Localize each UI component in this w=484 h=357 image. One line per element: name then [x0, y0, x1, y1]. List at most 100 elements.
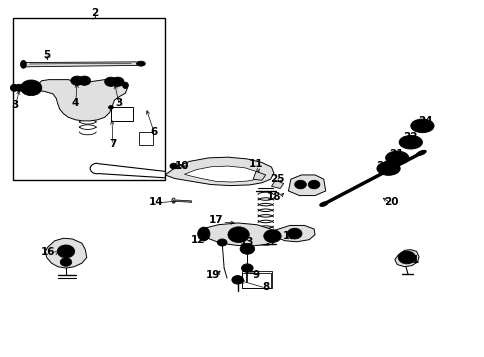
- Ellipse shape: [197, 227, 210, 241]
- Circle shape: [74, 78, 80, 83]
- Ellipse shape: [410, 119, 433, 133]
- Ellipse shape: [389, 154, 404, 162]
- Text: 2: 2: [91, 8, 98, 18]
- Circle shape: [111, 77, 124, 86]
- Circle shape: [81, 78, 88, 83]
- Circle shape: [60, 258, 72, 266]
- Ellipse shape: [136, 61, 145, 66]
- Circle shape: [24, 83, 38, 93]
- Ellipse shape: [403, 138, 417, 146]
- Ellipse shape: [406, 140, 414, 144]
- Ellipse shape: [376, 162, 399, 175]
- Ellipse shape: [20, 60, 26, 68]
- Circle shape: [420, 125, 424, 127]
- Ellipse shape: [319, 202, 327, 206]
- Text: 14: 14: [149, 197, 164, 207]
- Text: 17: 17: [208, 216, 223, 226]
- Circle shape: [263, 230, 281, 242]
- Text: 7: 7: [109, 139, 116, 149]
- Ellipse shape: [385, 151, 408, 165]
- Bar: [241, 271, 271, 288]
- Text: 8: 8: [261, 282, 269, 292]
- Circle shape: [231, 276, 243, 284]
- Text: 9: 9: [252, 270, 259, 280]
- Text: 4: 4: [72, 98, 79, 108]
- Circle shape: [308, 180, 319, 189]
- Circle shape: [408, 141, 412, 144]
- Polygon shape: [394, 250, 418, 267]
- Polygon shape: [271, 180, 283, 188]
- Bar: [241, 273, 270, 288]
- Text: 16: 16: [41, 247, 55, 257]
- Text: 6: 6: [151, 127, 158, 137]
- Polygon shape: [201, 223, 277, 246]
- Circle shape: [105, 77, 117, 86]
- Text: 22: 22: [403, 131, 417, 141]
- Text: 11: 11: [248, 159, 263, 169]
- Bar: [111, 107, 133, 121]
- Text: 3: 3: [12, 100, 19, 110]
- Circle shape: [287, 228, 302, 239]
- Circle shape: [123, 84, 128, 87]
- Circle shape: [294, 180, 306, 189]
- Ellipse shape: [108, 106, 113, 109]
- Text: 20: 20: [383, 197, 398, 207]
- Text: 10: 10: [174, 161, 189, 171]
- Ellipse shape: [15, 84, 23, 91]
- Circle shape: [16, 86, 22, 90]
- Text: 12: 12: [190, 235, 205, 245]
- Text: 25: 25: [270, 174, 284, 184]
- Text: 15: 15: [282, 231, 297, 241]
- Polygon shape: [275, 225, 315, 242]
- Circle shape: [227, 227, 249, 242]
- Ellipse shape: [398, 135, 422, 149]
- Circle shape: [107, 79, 114, 84]
- Circle shape: [386, 167, 390, 170]
- Text: 5: 5: [43, 50, 50, 60]
- Polygon shape: [45, 238, 87, 268]
- Polygon shape: [184, 166, 260, 182]
- Polygon shape: [33, 80, 127, 121]
- Bar: [13, 19, 165, 180]
- Circle shape: [11, 86, 17, 90]
- Circle shape: [57, 245, 75, 258]
- Circle shape: [232, 230, 244, 239]
- Circle shape: [71, 76, 83, 85]
- Text: 21: 21: [388, 149, 403, 159]
- Circle shape: [268, 233, 276, 239]
- Text: 13: 13: [240, 237, 254, 247]
- Ellipse shape: [10, 84, 18, 91]
- Text: 18: 18: [266, 192, 281, 202]
- Ellipse shape: [416, 150, 425, 155]
- Ellipse shape: [384, 166, 392, 171]
- Polygon shape: [173, 200, 191, 202]
- Circle shape: [241, 264, 253, 272]
- Polygon shape: [288, 175, 325, 196]
- Text: 19: 19: [205, 270, 219, 280]
- Circle shape: [240, 243, 254, 254]
- Polygon shape: [22, 62, 143, 67]
- Circle shape: [20, 80, 42, 96]
- Circle shape: [198, 230, 208, 237]
- Ellipse shape: [414, 122, 429, 130]
- Bar: [138, 132, 153, 145]
- Polygon shape: [165, 157, 273, 186]
- Circle shape: [114, 79, 121, 84]
- Text: 24: 24: [417, 116, 432, 126]
- Circle shape: [394, 156, 398, 159]
- Polygon shape: [253, 171, 265, 180]
- Ellipse shape: [393, 156, 400, 160]
- Ellipse shape: [380, 164, 395, 173]
- Circle shape: [243, 246, 250, 251]
- Text: 3: 3: [115, 98, 122, 108]
- Circle shape: [28, 85, 34, 90]
- Circle shape: [169, 163, 177, 169]
- Text: 1: 1: [411, 255, 418, 265]
- Circle shape: [217, 239, 227, 246]
- Circle shape: [172, 165, 175, 167]
- Circle shape: [397, 251, 415, 264]
- Text: 23: 23: [376, 161, 390, 171]
- Ellipse shape: [418, 124, 425, 128]
- Circle shape: [78, 76, 91, 85]
- Ellipse shape: [122, 82, 128, 89]
